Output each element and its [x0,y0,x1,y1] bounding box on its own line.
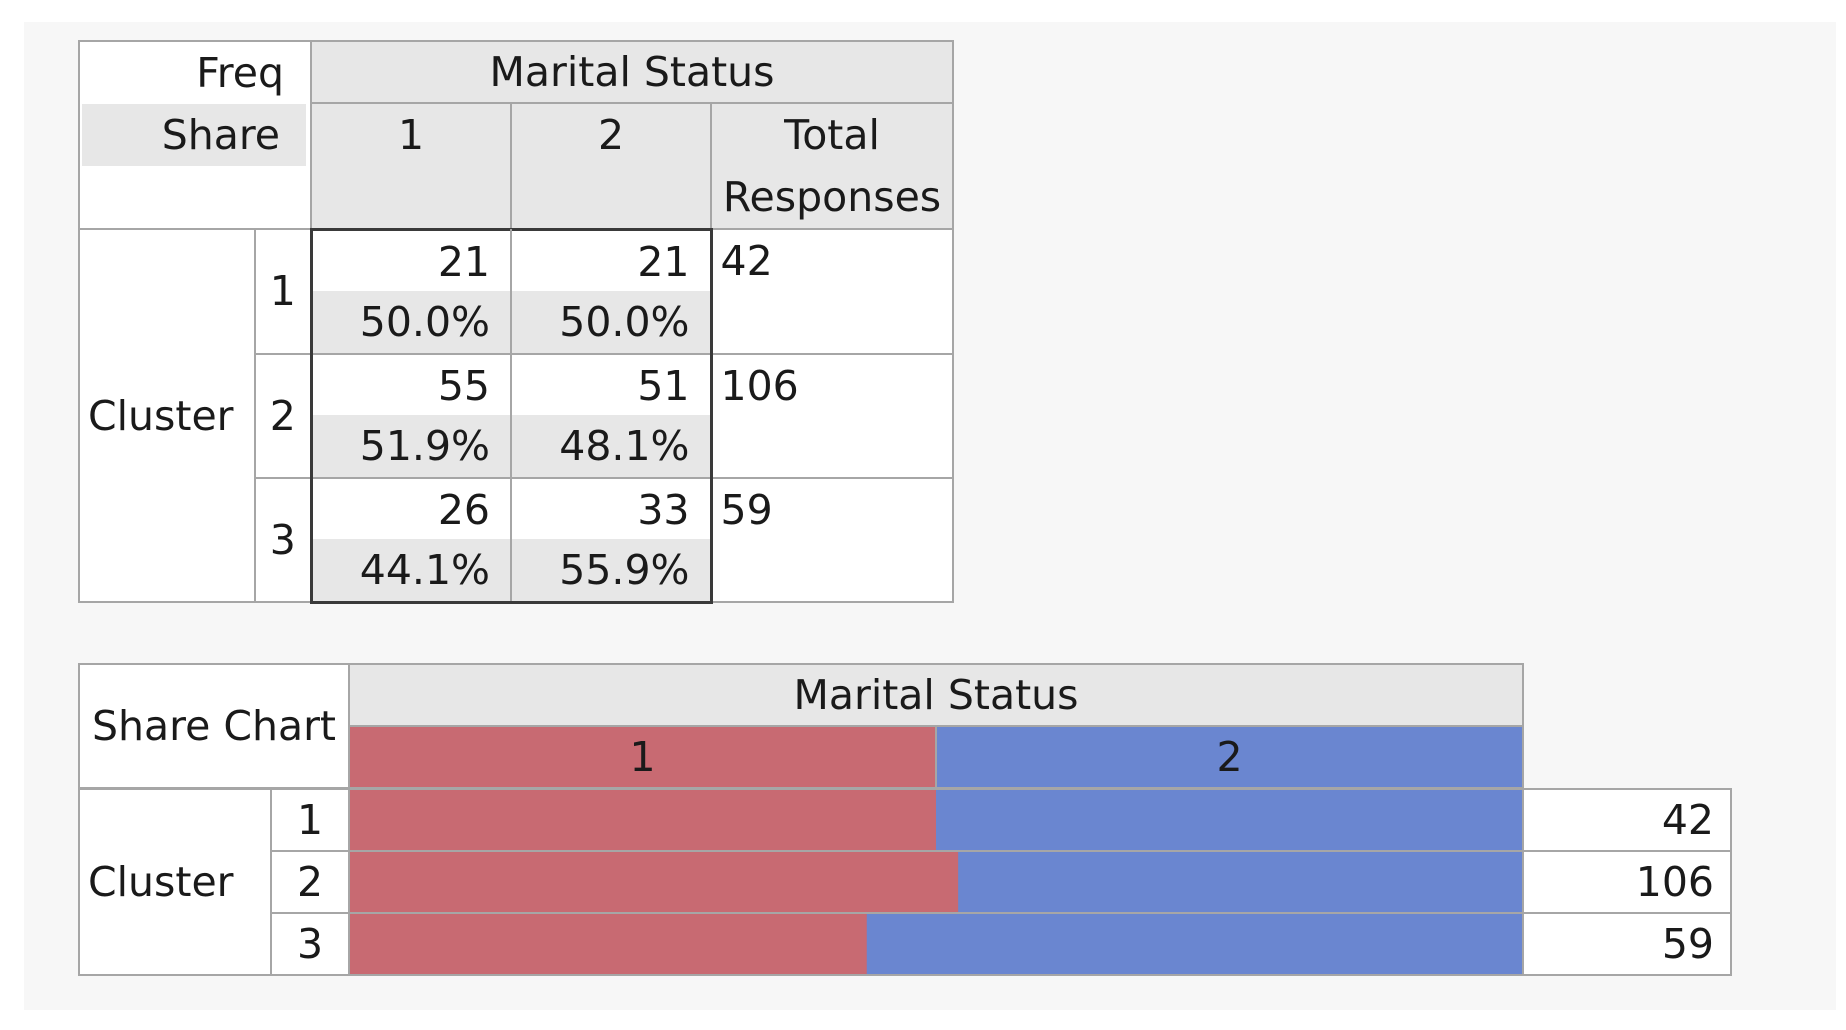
total-header-line1: Total [784,111,880,159]
total-header-line2: Responses [722,173,942,221]
share-chart-body: Cluster 1 42 2 106 3 59 [78,788,1732,976]
level-header-1: 1 [348,725,937,789]
column-group-header: Marital Status [310,40,955,104]
freq-value: 51 [512,354,710,415]
share-bar-row-3 [348,912,1524,976]
share-bar-segment-cluster-1-level-1 [350,790,936,850]
column-header-2: 2 [510,102,713,230]
row-total-3: 59 [710,476,955,603]
row-label-1: 1 [253,228,313,355]
share-row-label-1: 1 [270,788,350,852]
crosstab-corner: Freq Share [77,40,313,230]
share-row-count-1: 42 [1522,788,1732,852]
share-bar-segment-cluster-1-level-2 [936,790,1522,850]
cell-r3-c2: 33 55.9% [510,476,713,604]
share-bar-segment-cluster-3-level-1 [350,914,867,974]
row-label-2: 2 [253,352,313,479]
share-row-label-3: 3 [270,912,350,976]
share-chart-column-group: Marital Status [348,663,1524,727]
crosstab-table: Freq Share Marital Status 1 2 Total Resp… [77,40,955,604]
share-row-label-2: 2 [270,850,350,914]
cell-r3-c1: 26 44.1% [309,476,513,604]
share-value: 44.1% [312,538,511,601]
share-chart-corner: Share Chart [78,663,350,789]
level-header-2: 2 [935,725,1524,789]
share-bar-segment-cluster-2-level-1 [350,852,959,912]
share-bar-row-1 [348,788,1524,852]
freq-value: 21 [312,230,511,291]
freq-value: 21 [512,230,710,291]
freq-value: 33 [512,478,710,539]
share-chart-header: Share Chart Marital Status 1 2 [78,663,1524,789]
share-value: 50.0% [312,290,511,353]
row-total-1: 42 [710,228,955,355]
row-total-2: 106 [710,352,955,479]
cell-r1-c1: 21 50.0% [309,227,513,355]
corner-share-label: Share [82,104,307,166]
row-label-3: 3 [253,476,313,603]
corner-freq-label: Freq [196,49,285,97]
share-bar-row-2 [348,850,1524,914]
share-row-count-3: 59 [1522,912,1732,976]
total-responses-header: Total Responses [710,102,955,230]
share-value: 55.9% [512,538,710,601]
share-bar-segment-cluster-2-level-2 [958,852,1522,912]
share-bar-segment-cluster-3-level-2 [866,914,1522,974]
row-group-label: Cluster [78,228,256,603]
share-chart-row-group: Cluster [78,788,272,976]
share-value: 48.1% [512,414,710,477]
column-header-1: 1 [310,102,513,230]
cell-r2-c1: 55 51.9% [309,352,513,479]
share-row-count-2: 106 [1522,850,1732,914]
cell-r2-c2: 51 48.1% [510,352,713,479]
cell-r1-c2: 21 50.0% [510,227,713,355]
share-value: 51.9% [312,414,511,477]
freq-value: 26 [312,478,511,539]
freq-value: 55 [312,354,511,415]
share-value: 50.0% [512,290,710,353]
